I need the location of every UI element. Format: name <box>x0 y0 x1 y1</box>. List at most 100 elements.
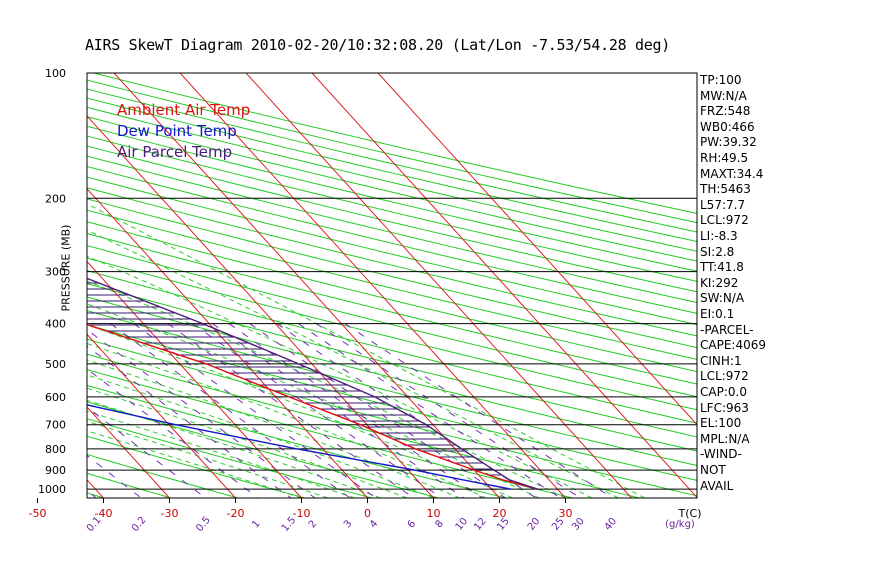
thermo-grid <box>0 73 697 500</box>
side-panel-item: EL:100 <box>700 416 742 431</box>
moist-adiabat <box>87 410 355 498</box>
legend-ambient: Ambient Air Temp <box>117 101 251 119</box>
dry-adiabat <box>87 209 697 360</box>
bottom-tick-label: -10 <box>293 507 311 520</box>
bottom-tick-label: -40 <box>95 507 113 520</box>
dry-adiabat <box>87 283 697 438</box>
mixing-ratio-label: 4 <box>368 518 381 530</box>
bottom-tick-label: 20 <box>493 507 507 520</box>
side-panel-item: LCL:972 <box>700 369 749 384</box>
dry-adiabat <box>87 116 697 262</box>
chart-title: AIRS SkewT Diagram 2010-02-20/10:32:08.2… <box>85 36 670 54</box>
y-tick-labels: 100 200 300 400 500 600 700 800 900 1000 <box>38 67 66 496</box>
side-panel-item: EI:0.1 <box>700 307 735 321</box>
mixing-ratio-label: 0.2 <box>130 515 149 534</box>
dry-adiabat <box>0 73 43 500</box>
mixing-ratio-label: 20 <box>526 516 543 533</box>
isotherm <box>311 73 697 498</box>
side-panel-item: TH:5463 <box>700 182 751 197</box>
moist-adiabat <box>87 374 434 498</box>
isotherm <box>87 260 302 498</box>
bottom-tick-label: 30 <box>559 507 573 520</box>
dewpoint-line <box>87 404 512 490</box>
dry-adiabat <box>87 296 697 452</box>
ambient-temp-line <box>87 323 538 490</box>
mixing-ratio-unit: (g/kg) <box>665 519 695 530</box>
mixing-ratio-label: 6 <box>406 518 419 530</box>
isotherm <box>87 406 170 498</box>
dry-adiabat <box>87 176 697 326</box>
moist-adiabat <box>87 387 408 498</box>
bottom-tick-label: 0 <box>364 507 371 520</box>
side-panel-item: CINH:1 <box>700 353 742 368</box>
moist-adiabat <box>87 280 566 498</box>
plot-frame <box>86 72 698 499</box>
moist-adiabat <box>87 324 513 498</box>
mixing-ratio-line <box>192 323 443 498</box>
mixing-ratio-label: 3 <box>342 518 355 530</box>
moist-adiabat <box>87 359 461 498</box>
mixing-ratio-line <box>87 368 260 498</box>
dry-adiabat <box>87 270 697 424</box>
side-panel-item: PW:39.32 <box>700 135 757 150</box>
mixing-ratio-line <box>133 323 377 498</box>
isotherm <box>0 73 38 498</box>
y-axis-label: PRESSURE (MB) <box>59 224 73 312</box>
dry-adiabat <box>87 245 697 398</box>
mixing-ratio-label: 1 <box>250 518 263 530</box>
isotherm <box>113 73 500 498</box>
y-tick-label: 500 <box>45 358 66 371</box>
mixing-ratio-label: 8 <box>434 518 447 530</box>
side-panel-item: WB0:466 <box>700 119 755 134</box>
side-panel-item: -WIND- <box>700 447 742 462</box>
isotherm <box>179 73 566 498</box>
dry-adiabat <box>87 198 697 349</box>
side-panel-item: LFC:963 <box>700 400 749 415</box>
mixing-ratio-label: 40 <box>603 516 620 533</box>
side-panel-item: TP:100 <box>700 73 742 87</box>
side-panel-item: LI:-8.3 <box>700 229 738 243</box>
mixing-ratio-line <box>228 323 484 498</box>
side-panel-item: AVAIL <box>700 478 734 493</box>
isotherm <box>377 73 697 426</box>
cape-hatch <box>87 282 532 488</box>
parcel-line <box>87 277 538 490</box>
bottom-tick-label: -30 <box>161 507 179 520</box>
mixing-ratio-line <box>212 323 465 498</box>
side-panel-item: SW:N/A <box>700 291 745 306</box>
moist-adiabat <box>87 303 540 498</box>
side-panel-item: SI:2.8 <box>700 244 735 259</box>
dry-adiabat <box>87 310 697 467</box>
side-panel-item: FRZ:548 <box>700 104 751 119</box>
y-tick-label: 1000 <box>38 483 66 496</box>
mixing-ratio-label: 30 <box>570 516 587 533</box>
y-tick-label: 200 <box>45 192 66 205</box>
y-tick-label: 300 <box>45 266 66 279</box>
dry-adiabat <box>87 145 697 293</box>
mixing-ratio-label: 0.5 <box>194 515 213 534</box>
y-tick-label: 100 <box>45 67 66 80</box>
side-panel-item: KI:292 <box>700 275 739 290</box>
dry-adiabat <box>87 257 697 411</box>
mixing-ratio-line <box>315 323 582 498</box>
temp-unit-label: T(C) <box>678 507 702 520</box>
moist-adiabat <box>87 343 487 498</box>
dry-adiabat <box>87 135 697 282</box>
y-tick-label: 700 <box>45 419 66 432</box>
isotherm <box>87 333 236 498</box>
dry-adiabat <box>87 125 697 272</box>
side-panel-item: MW:N/A <box>700 88 747 103</box>
y-tick-label: 400 <box>45 318 66 331</box>
bottom-tick-label: -20 <box>227 507 245 520</box>
moist-adiabat <box>87 229 619 498</box>
bottom-temp-axis: -50 -40 -30 -20 -10 0 10 20 30 T(C) <box>29 498 702 520</box>
side-panel-item: TT:41.8 <box>700 260 744 275</box>
side-panel-item: CAP:0.0 <box>700 385 747 399</box>
side-panel-item: -PARCEL- <box>700 322 754 337</box>
dry-adiabat <box>87 155 697 304</box>
dry-adiabat <box>87 492 106 498</box>
side-panel-item: L57:7.7 <box>700 197 746 212</box>
isotherm <box>87 187 368 498</box>
side-panel-item: CAPE:4069 <box>700 338 766 353</box>
